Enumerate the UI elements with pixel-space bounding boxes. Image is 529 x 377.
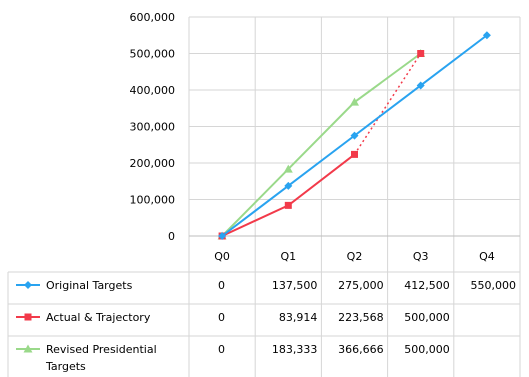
y-tick-label: 500,000 <box>130 48 176 61</box>
axes: 0 100,000 200,000 300,000 400,000 500,000 600,… <box>130 11 520 263</box>
data-point <box>23 344 33 353</box>
table-cell: 412,500 <box>404 279 450 292</box>
legend-label: Original Targets <box>46 279 133 292</box>
table-cell: 83,914 <box>279 311 318 324</box>
gridlines <box>188 16 521 272</box>
table-cell: 500,000 <box>404 343 450 356</box>
legend-label: Targets <box>45 360 86 373</box>
data-point <box>284 181 293 190</box>
data-point <box>350 131 359 140</box>
y-tick-label: 300,000 <box>130 121 176 134</box>
data-point <box>417 50 425 57</box>
y-tick-label: 0 <box>168 230 175 243</box>
table-cell: 366,666 <box>338 343 384 356</box>
data-point <box>482 31 491 40</box>
x-tick-label: Q2 <box>347 250 363 263</box>
data-point <box>24 281 32 289</box>
data-point <box>416 81 425 90</box>
trajectory-line <box>353 53 422 155</box>
table-cell: 223,568 <box>338 311 384 324</box>
data-point <box>350 97 359 106</box>
data-point <box>24 313 32 321</box>
y-tick-label: 400,000 <box>130 84 176 97</box>
table-cell: 183,333 <box>272 343 318 356</box>
table-cell: 137,500 <box>272 279 318 292</box>
y-tick-label: 600,000 <box>130 11 176 24</box>
table-cell: 0 <box>218 279 225 292</box>
y-tick-label: 200,000 <box>130 157 176 170</box>
data-point <box>351 150 358 158</box>
table-cell: 0 <box>218 343 225 356</box>
legend-label: Actual & Trajectory <box>46 311 151 324</box>
table-cell: 550,000 <box>471 279 517 292</box>
data-point <box>218 232 227 240</box>
table-cell: 275,000 <box>338 279 384 292</box>
x-tick-label: Q1 <box>280 250 296 263</box>
data-point <box>284 201 292 209</box>
data-table: Original Targets 0 137,500 275,000 412,500 55… <box>7 271 521 377</box>
series-line <box>221 52 422 237</box>
x-tick-label: Q0 <box>214 250 230 263</box>
table-cell: 500,000 <box>404 311 450 324</box>
y-tick-label: 100,000 <box>130 194 176 207</box>
series-layer <box>217 31 491 240</box>
x-tick-label: Q4 <box>479 250 495 263</box>
x-tick-label: Q3 <box>413 250 429 263</box>
table-cell: 0 <box>218 311 225 324</box>
legend-label: Revised Presidential <box>46 343 157 356</box>
data-point <box>283 164 293 173</box>
